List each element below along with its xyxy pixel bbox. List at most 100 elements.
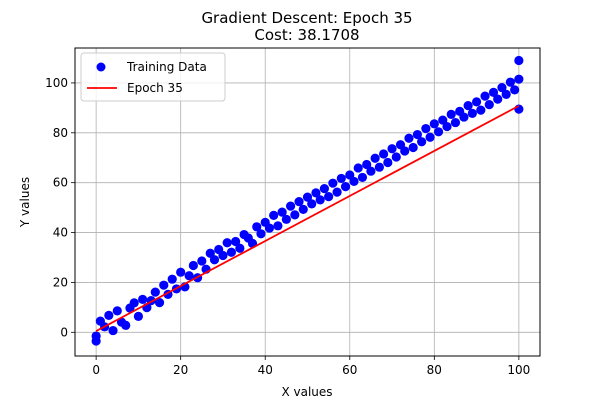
data-point [345, 170, 355, 180]
legend-marker-training-data [96, 62, 106, 72]
plot-area [91, 55, 524, 346]
data-point [433, 127, 444, 137]
data-point [222, 238, 232, 248]
y-tick-label: 20 [53, 275, 68, 289]
data-point [290, 210, 300, 220]
legend-label-epoch: Epoch 35 [127, 81, 183, 95]
data-point [446, 109, 456, 119]
y-axis-label: Y values [18, 177, 32, 228]
data-point [442, 121, 452, 132]
x-tick-label: 100 [507, 363, 530, 377]
data-point [514, 55, 524, 66]
data-point [277, 207, 287, 217]
data-point [298, 204, 308, 214]
data-point [353, 163, 363, 173]
data-point [484, 100, 494, 110]
y-tick-label: 0 [60, 325, 68, 339]
data-point [197, 256, 207, 266]
x-tick-label: 0 [92, 363, 100, 377]
data-point [425, 132, 435, 142]
data-point [319, 184, 330, 194]
data-point [459, 112, 469, 122]
data-point [400, 146, 410, 156]
data-point [370, 153, 380, 163]
data-point [340, 182, 351, 192]
data-point [362, 159, 372, 170]
x-tick-label: 60 [342, 363, 357, 377]
data-point [357, 172, 368, 183]
data-point [154, 298, 165, 308]
data-point [294, 197, 304, 207]
data-point [150, 287, 160, 297]
data-point [129, 298, 139, 308]
axes-frame [74, 47, 541, 357]
data-point [476, 105, 486, 115]
data-point [226, 247, 237, 257]
data-point [366, 166, 376, 176]
data-point [315, 195, 325, 205]
data-point [112, 306, 122, 316]
x-axis-label: X values [281, 385, 332, 399]
data-point [184, 271, 194, 281]
data-point [383, 157, 393, 168]
data-point [374, 162, 384, 172]
data-point [324, 192, 334, 202]
data-point [488, 87, 499, 97]
data-point [273, 221, 283, 231]
data-point [281, 214, 291, 224]
chart-subtitle: Cost: 38.1708 [254, 26, 359, 44]
data-point [167, 274, 177, 284]
data-point [404, 133, 414, 143]
data-point [285, 201, 296, 211]
data-point [471, 97, 482, 107]
data-point [121, 320, 131, 330]
x-tick-label: 20 [173, 363, 188, 377]
data-point [138, 294, 148, 304]
data-point [264, 223, 275, 233]
data-point [467, 108, 477, 118]
data-point [205, 248, 215, 258]
y-tick-label: 100 [45, 76, 68, 90]
data-point [91, 336, 101, 346]
y-tick-label: 80 [53, 126, 68, 140]
x-tick-label: 40 [258, 363, 273, 377]
y-tick-label: 40 [53, 226, 68, 240]
data-point [133, 311, 144, 321]
data-point [176, 267, 186, 277]
data-point [417, 137, 427, 147]
y-tick-label: 60 [53, 176, 68, 190]
data-point [336, 173, 346, 184]
data-point [108, 325, 118, 336]
data-point [235, 243, 245, 253]
data-point [328, 178, 338, 188]
legend: Training Data Epoch 35 [80, 52, 226, 102]
data-point [269, 210, 279, 220]
axis-ticks: 0 20 40 60 80 100 0 20 40 60 80 100 [45, 76, 530, 377]
data-point [497, 83, 507, 93]
data-point [332, 187, 342, 197]
data-point [408, 142, 418, 153]
data-point [412, 129, 423, 140]
data-point [450, 117, 461, 128]
data-point [159, 280, 169, 290]
regression-line [95, 105, 520, 332]
chart-title: Gradient Descent: Epoch 35 [201, 9, 412, 27]
legend-box [80, 52, 226, 102]
data-point [349, 176, 359, 187]
data-point [501, 89, 511, 99]
data-point [256, 229, 266, 239]
data-point [209, 255, 220, 265]
data-point [311, 188, 321, 198]
data-point [493, 94, 503, 104]
legend-label-training-data: Training Data [126, 60, 207, 74]
data-point [514, 74, 524, 84]
data-point [463, 101, 473, 111]
data-point [480, 91, 490, 101]
data-point [307, 199, 317, 209]
data-point [421, 123, 431, 134]
data-point [218, 250, 228, 261]
data-point [438, 115, 448, 125]
data-point [429, 119, 439, 129]
